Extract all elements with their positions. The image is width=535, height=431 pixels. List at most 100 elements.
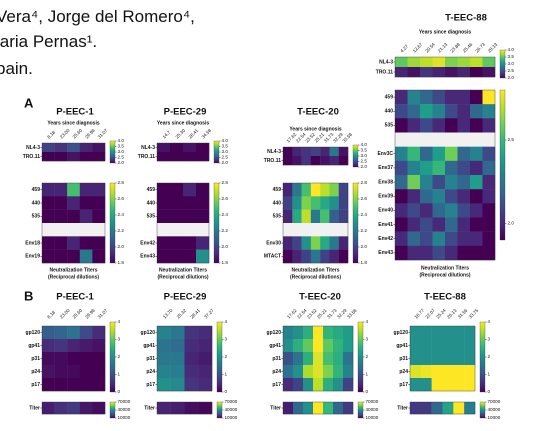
heatmap-cell: [395, 132, 408, 147]
colorbar: [499, 49, 506, 79]
row-label: p24: [399, 369, 408, 375]
heatmap-cell: [42, 249, 55, 264]
heatmap-cell: [42, 326, 55, 340]
heatmap-cell: [420, 160, 433, 176]
heatmap-cell: [301, 196, 312, 210]
heatmap-cell: [310, 249, 321, 264]
heatmap-cell: [395, 189, 408, 204]
heatmap-cell: [445, 132, 458, 147]
heatmap-cell: [292, 223, 302, 237]
row-label: p24: [272, 369, 281, 375]
year-label: 25.21: [314, 132, 326, 144]
heatmap-cell: [320, 249, 330, 264]
year-label: 17.62: [286, 132, 298, 144]
heatmap-cell: [320, 147, 330, 157]
heatmap-cell: [343, 365, 354, 379]
colorbar-tick-label: 2.5: [508, 68, 515, 73]
heatmap-cell: [54, 352, 68, 366]
colorbar: [109, 321, 116, 393]
heatmap-cell: [310, 223, 321, 237]
heatmap-cell: [395, 90, 408, 105]
heatmap-cell: [42, 196, 55, 210]
heatmap-cell: [457, 146, 471, 162]
year-label: 34.58: [201, 128, 213, 140]
heatmap-cell: [283, 156, 293, 166]
heatmap-cell: [410, 326, 422, 340]
heatmap-cell: [420, 365, 432, 379]
row-label: p17: [399, 382, 408, 388]
heatmap-cell: [445, 189, 458, 204]
heatmap-cell: [170, 249, 184, 264]
heatmap-cell: [395, 118, 408, 133]
colorbar-tick-label: 1: [118, 372, 121, 377]
heatmap-cell: [338, 209, 349, 224]
colorbar: [216, 401, 223, 419]
row-label: TRO.11: [376, 69, 393, 75]
heatmap-cell: [157, 183, 171, 197]
heatmap-cell: [283, 196, 293, 210]
heatmap-cell: [457, 132, 471, 147]
row-label: 459: [147, 187, 156, 193]
heatmap-cell: [170, 326, 185, 340]
heatmap-cell: [170, 152, 184, 162]
heatmap-cell: [67, 249, 80, 264]
heatmap-cell: [464, 326, 476, 340]
heatmap-frame: [156, 325, 213, 392]
heatmap-cell: [183, 143, 197, 153]
heatmap-cell: [338, 147, 349, 157]
heatmap-cell: [432, 175, 446, 190]
colorbar: [109, 401, 116, 419]
heatmap-cell: [92, 196, 106, 210]
heatmap-cell: [482, 146, 496, 162]
colorbar-tick-label: 3: [488, 337, 491, 342]
colorbar-tick-label: 4: [366, 319, 369, 324]
colorbar-tick-label: 2.2: [222, 228, 229, 233]
heatmap-cell: [170, 183, 184, 197]
colorbar-tick-label: 70000: [118, 399, 131, 404]
heatmap-cell: [67, 352, 80, 366]
heatmap-cell: [323, 339, 334, 353]
colorbar-tick-label: 4: [225, 319, 228, 324]
heatmap-cell: [310, 236, 321, 250]
heatmap-cell: [79, 352, 93, 366]
heatmap-cell: [457, 217, 471, 232]
row-label: p31: [272, 356, 281, 362]
heatmap-cell: [482, 231, 496, 247]
heatmap-cell: [310, 156, 321, 166]
heatmap-cell: [196, 249, 210, 264]
colorbar-tick-label: 2.0: [222, 244, 229, 249]
heatmap-cell: [293, 339, 304, 353]
year-label: 17.62: [286, 308, 298, 320]
heatmap-cell: [283, 209, 293, 224]
heatmap-cell: [420, 231, 433, 247]
heatmap-cell: [92, 352, 106, 366]
heatmap-cell: [301, 236, 312, 250]
heatmap-cell: [420, 339, 432, 353]
colorbar-tick-label: 1.8: [361, 260, 368, 265]
heatmap-cell: [310, 209, 321, 224]
heatmap-cell: [170, 143, 184, 153]
heatmap-cell: [470, 67, 483, 78]
colorbar-tick-label: 2.8: [222, 180, 229, 185]
heatmap-cell: [407, 160, 421, 176]
heatmap-cell: [470, 203, 483, 218]
heatmap-cell: [320, 223, 330, 237]
axis-title: Years since diagnosis: [157, 120, 209, 126]
heatmap-cell: [157, 402, 171, 415]
heatmap-frame: [41, 325, 106, 392]
footer: (Reciprocal dilutions): [48, 274, 99, 280]
row-label: Env18: [25, 240, 40, 246]
heatmap-cell: [410, 339, 422, 353]
heatmap-frame: [156, 182, 210, 264]
heatmap-cell: [183, 223, 197, 237]
colorbar-tick-label: 40000: [118, 407, 131, 412]
heatmap-cell: [157, 196, 171, 210]
colorbar: [499, 89, 506, 241]
colorbar-tick-label: 4.0: [361, 142, 368, 147]
row-label: Env40: [378, 208, 393, 214]
heatmap-cell: [283, 147, 293, 157]
heatmap-cell: [445, 203, 458, 218]
heatmap-cell: [407, 132, 421, 147]
row-label: TRO.11: [23, 154, 40, 160]
heatmap-cell: [54, 326, 68, 340]
